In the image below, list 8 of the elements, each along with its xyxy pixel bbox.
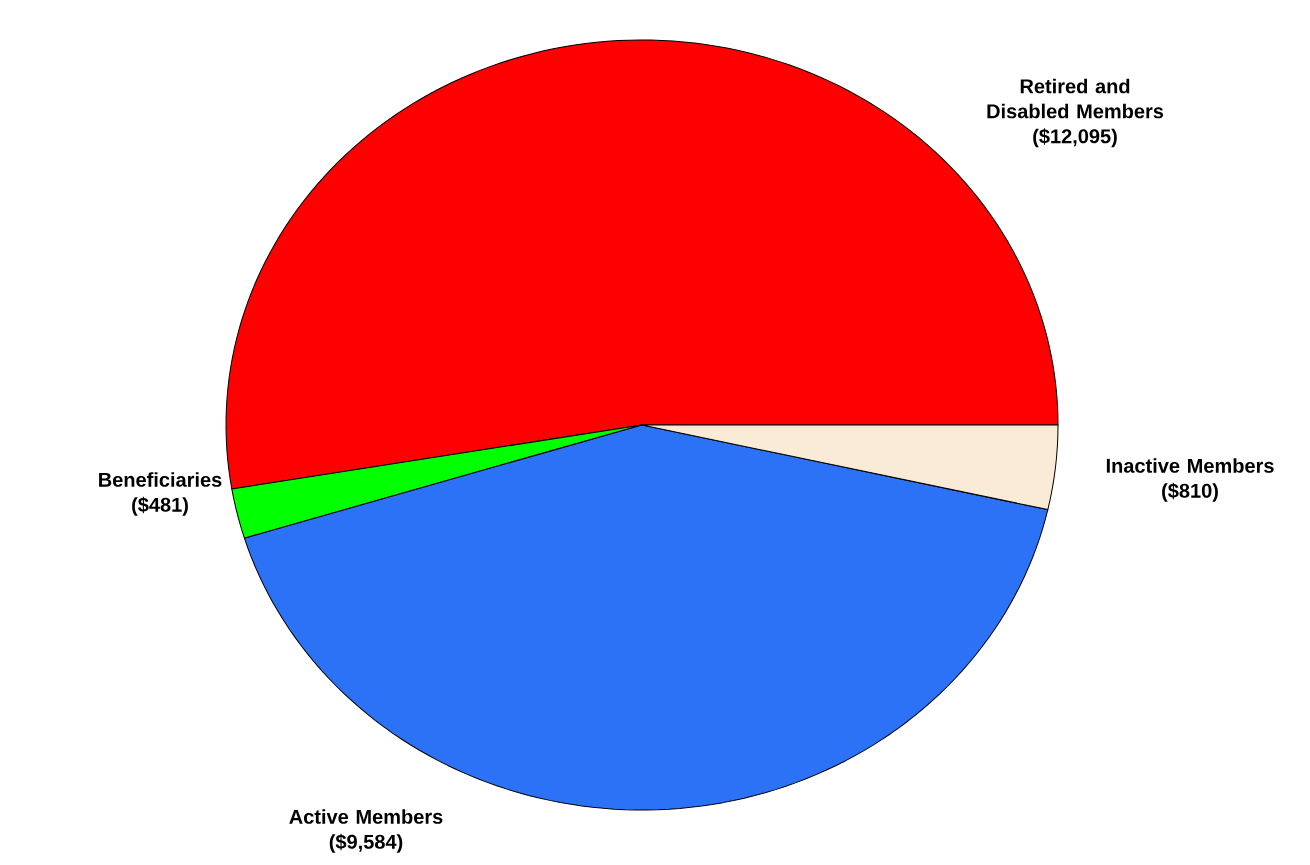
data-label: ($810) bbox=[1162, 482, 1218, 502]
data-label: ($12,095) bbox=[1033, 128, 1117, 148]
slice-label: Beneficiaries bbox=[99, 472, 222, 487]
data-label: ($9,584) bbox=[329, 833, 403, 853]
slice-label: Retired and Disabled Members bbox=[987, 78, 1164, 119]
slice-label: Active Members bbox=[289, 809, 443, 824]
data-label: ($481) bbox=[132, 496, 188, 516]
slice-label: Inactive Members bbox=[1106, 458, 1274, 473]
